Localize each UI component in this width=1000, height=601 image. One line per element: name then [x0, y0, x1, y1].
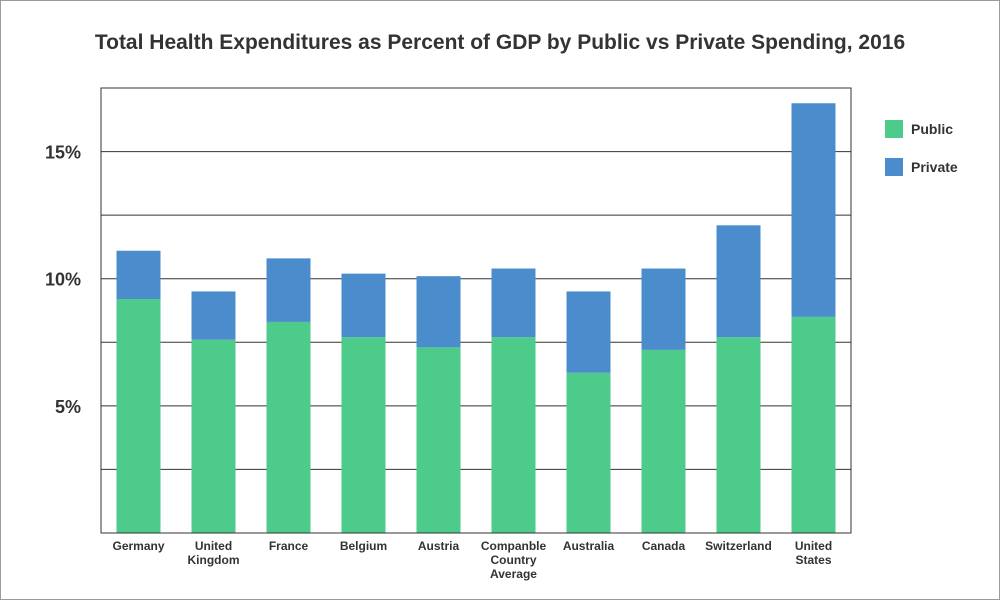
legend-item-public: Public — [885, 119, 958, 139]
x-tick-label: United — [195, 539, 232, 553]
x-tick-label: States — [795, 553, 831, 567]
bar-public — [416, 347, 461, 533]
bar-private — [266, 258, 311, 322]
x-tick-label: Germany — [112, 539, 164, 553]
bar-private — [341, 273, 386, 338]
bar-public — [566, 372, 611, 533]
x-tick-label: United — [795, 539, 832, 553]
x-tick-label: Average — [490, 567, 537, 581]
bar-public — [116, 299, 161, 533]
bar-private — [716, 225, 761, 338]
bar-private — [416, 276, 461, 348]
bar-private — [791, 103, 836, 317]
x-tick-label: France — [269, 539, 309, 553]
x-tick-label: Austria — [418, 539, 460, 553]
bar-public — [491, 337, 536, 533]
x-tick-label: Belgium — [340, 539, 387, 553]
bar-public — [266, 321, 311, 533]
bar-private — [116, 250, 161, 300]
x-tick-label: Kingdom — [188, 553, 240, 567]
y-tick-label: 10% — [45, 270, 81, 290]
x-tick-label: Companble — [481, 539, 547, 553]
legend-label-private: Private — [911, 159, 958, 175]
plot-border — [100, 87, 852, 534]
bar-public — [641, 349, 686, 533]
legend-label-public: Public — [911, 121, 954, 137]
chart-title: Total Health Expenditures as Percent of … — [94, 31, 906, 54]
bar-private — [491, 268, 536, 338]
x-tick-label: Switzerland — [705, 539, 772, 553]
bar-private — [566, 291, 611, 373]
bar-private — [191, 291, 236, 340]
bar-private — [641, 268, 686, 350]
legend: Public Private — [885, 119, 958, 195]
bar-public — [191, 339, 236, 533]
x-tick-label: Australia — [563, 539, 615, 553]
legend-swatch-public — [885, 120, 903, 138]
legend-item-private: Private — [885, 157, 958, 177]
bar-public — [791, 316, 836, 533]
y-tick-label: 15% — [45, 143, 81, 163]
bar-public — [716, 337, 761, 533]
bar-public — [341, 337, 386, 533]
y-tick-label: 5% — [55, 397, 81, 417]
x-tick-label: Country — [491, 553, 537, 567]
x-tick-label: Canada — [642, 539, 686, 553]
legend-swatch-private — [885, 158, 903, 176]
